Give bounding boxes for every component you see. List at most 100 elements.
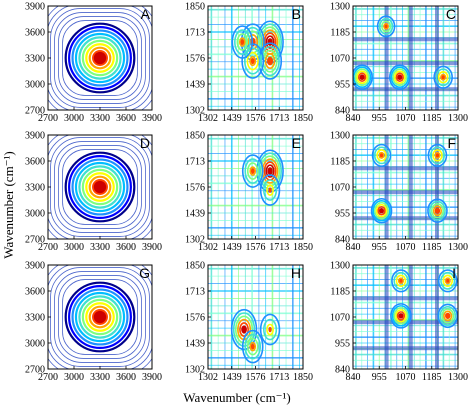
contour-ring: [435, 68, 451, 87]
x-tick-label: 3300: [90, 113, 110, 124]
y-tick-label: 3300: [25, 183, 45, 194]
contour-ring: [356, 70, 368, 85]
x-tick-label: 1302: [198, 242, 218, 253]
contour-ring: [429, 200, 446, 221]
peak-core: [435, 153, 440, 158]
panel-d: 2700 3000 3300 3600 3900 3900 3600 3300 3000 2700…: [25, 131, 162, 254]
x-tick-label: 3600: [116, 242, 136, 253]
panel-label: C: [446, 6, 456, 22]
contour-ring: [388, 64, 411, 91]
x-tick-label: 3900: [142, 113, 162, 124]
x-tick-label: 1300: [448, 372, 468, 383]
contour-ring: [374, 201, 389, 220]
contour-ring: [266, 323, 274, 336]
contour-ring: [395, 274, 407, 288]
contour-ring: [383, 22, 390, 30]
contour-ring: [439, 305, 457, 326]
panel-label: F: [447, 135, 456, 151]
y-tick-label: 1439: [185, 209, 205, 220]
peak-core: [379, 208, 384, 213]
contour-ring: [376, 15, 396, 38]
x-tick-label: 1300: [448, 113, 468, 124]
contour-ring: [396, 311, 406, 321]
x-tick-label: 955: [372, 242, 387, 253]
contour-outer: [54, 12, 146, 104]
y-tick-label: 3000: [25, 80, 45, 91]
peak-core: [93, 180, 107, 194]
y-tick-label: 1185: [330, 157, 350, 168]
panel-label: I: [452, 265, 456, 281]
x-tick-label: 1713: [269, 242, 289, 253]
contour-ring: [432, 205, 443, 217]
contour-ring: [377, 205, 386, 216]
y-tick-label: 840: [335, 106, 350, 117]
x-tick-label: 1850: [293, 113, 313, 124]
contour-ring: [74, 161, 126, 213]
contour-ring: [234, 315, 254, 344]
peak-core: [240, 39, 245, 45]
contour-ring: [391, 269, 411, 293]
panel-a: 2700 3000 3300 3600 3900 3900 3600 3300 3000 2700…: [25, 2, 162, 125]
y-tick-label: 1185: [330, 28, 350, 39]
contour-band: [353, 37, 458, 42]
y-tick-label: 2700: [25, 365, 45, 376]
panel-g: 2700 3000 3300 3600 3900 3900 3600 3300 3000 2700…: [25, 261, 162, 384]
x-tick-label: 1576: [246, 372, 266, 383]
peak-core: [441, 75, 445, 80]
contour-outer: [58, 145, 142, 229]
x-tick-label: 3600: [116, 113, 136, 124]
contour-ring: [247, 34, 259, 51]
panel-i: 840 955 1070 1185 1300 1300 1185 1070 955 840 I: [330, 261, 468, 384]
contour-ring: [393, 271, 409, 290]
contour-ring: [78, 165, 122, 209]
contour-ring: [259, 313, 281, 346]
contour-ring: [64, 281, 136, 353]
peak-core: [267, 38, 273, 46]
peak-core: [268, 326, 272, 333]
peak-core: [267, 167, 273, 175]
y-tick-label: 3600: [25, 157, 45, 168]
contour-ring: [434, 151, 441, 159]
x-tick-label: 3900: [142, 372, 162, 383]
contour-band: [384, 135, 389, 239]
contour-ring: [246, 162, 259, 180]
x-tick-label: 1185: [422, 242, 442, 253]
contour-ring: [68, 26, 132, 90]
y-tick-label: 3900: [25, 2, 45, 13]
contour-ring: [64, 151, 136, 223]
contour-ring: [85, 172, 115, 202]
contour-band: [353, 346, 458, 351]
peak-core: [446, 278, 450, 283]
x-tick-label: 1185: [422, 372, 442, 383]
y-tick-label: 955: [335, 80, 350, 91]
y-tick-label: 1302: [185, 365, 205, 376]
y-tick-label: 1576: [185, 183, 205, 194]
contour-ring: [244, 333, 262, 360]
contour-ring: [372, 199, 391, 222]
contour-ring: [92, 50, 108, 66]
y-tick-label: 1439: [185, 339, 205, 350]
x-tick-label: 1576: [246, 113, 266, 124]
panel-c: 840 955 1070 1185 1300 1300 1185 1070 955 840 C: [330, 2, 468, 125]
y-tick-label: 955: [335, 339, 350, 350]
contour-ring: [371, 143, 392, 167]
x-tick-label: 1302: [198, 113, 218, 124]
x-tick-label: 1850: [293, 372, 313, 383]
contour-ring: [68, 155, 132, 219]
y-tick-label: 1070: [330, 183, 350, 194]
peak-core: [446, 313, 450, 318]
x-tick-label: 3300: [90, 242, 110, 253]
x-tick-label: 3000: [64, 242, 84, 253]
panel-b: 1302 1439 1576 1713 185018501713157614391302…: [185, 2, 313, 125]
peak-core: [397, 75, 402, 80]
contour-ring: [88, 305, 112, 329]
y-tick-label: 1300: [330, 131, 350, 142]
contour-ring: [92, 309, 108, 325]
peak-core: [399, 313, 403, 319]
y-axis-label: Wavenumber (cm⁻¹): [1, 151, 16, 259]
peak-core: [399, 278, 403, 283]
contour-ring: [370, 197, 393, 224]
y-tick-label: 1850: [185, 2, 205, 13]
y-tick-label: 1302: [185, 106, 205, 117]
panel-label: E: [292, 135, 301, 151]
